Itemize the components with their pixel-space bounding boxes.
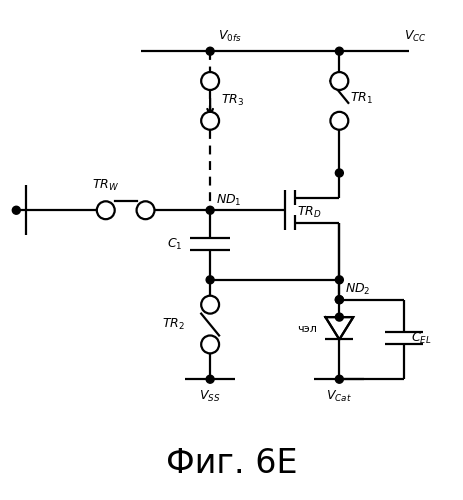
Text: $V_{0fs}$: $V_{0fs}$ [218, 28, 241, 44]
Circle shape [13, 206, 20, 214]
Circle shape [335, 375, 344, 383]
Circle shape [97, 202, 115, 219]
Text: $TR_D$: $TR_D$ [297, 205, 322, 220]
Text: $TR_1$: $TR_1$ [350, 91, 373, 106]
Circle shape [335, 276, 344, 284]
Circle shape [335, 47, 344, 55]
Text: $TR_2$: $TR_2$ [163, 317, 185, 332]
Text: $TR_3$: $TR_3$ [221, 94, 244, 108]
Circle shape [201, 336, 219, 353]
Text: $V_{CC}$: $V_{CC}$ [404, 28, 427, 44]
Text: чэл: чэл [297, 324, 317, 334]
Circle shape [201, 296, 219, 314]
Text: $TR_W$: $TR_W$ [92, 178, 119, 193]
Text: $V_{SS}$: $V_{SS}$ [200, 389, 221, 404]
Text: Фиг. 6Е: Фиг. 6Е [166, 447, 297, 480]
Circle shape [206, 47, 214, 55]
Circle shape [335, 313, 344, 321]
Circle shape [206, 375, 214, 383]
Text: $ND_1$: $ND_1$ [216, 192, 242, 208]
Text: $ND_2$: $ND_2$ [345, 282, 371, 297]
Circle shape [335, 296, 344, 304]
Circle shape [331, 72, 348, 90]
Polygon shape [325, 317, 353, 340]
Circle shape [137, 202, 155, 219]
Text: $C_1$: $C_1$ [167, 236, 183, 252]
Circle shape [206, 276, 214, 284]
Circle shape [201, 112, 219, 130]
Circle shape [206, 206, 214, 214]
Text: $C_{EL}$: $C_{EL}$ [412, 331, 432, 346]
Circle shape [335, 296, 344, 304]
Circle shape [335, 169, 344, 177]
Text: $V_{Cat}$: $V_{Cat}$ [326, 389, 352, 404]
Circle shape [201, 72, 219, 90]
Circle shape [331, 112, 348, 130]
